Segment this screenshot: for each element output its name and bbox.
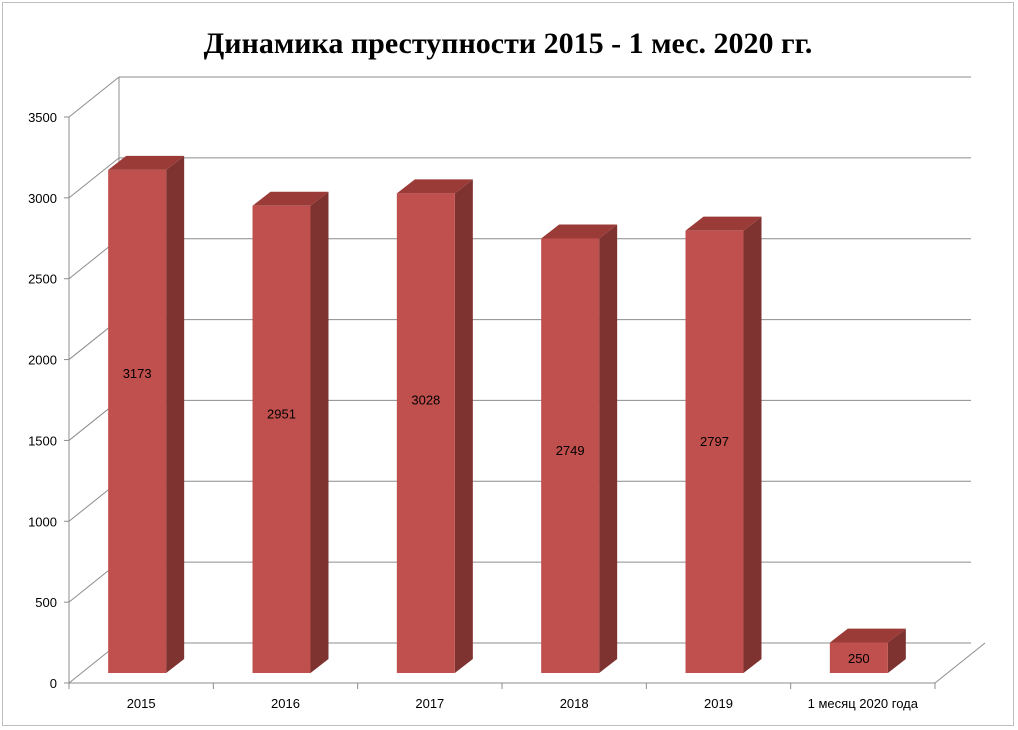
y-tick-label: 3500	[28, 110, 57, 125]
data-label: 2749	[556, 443, 585, 458]
bar: 3173	[108, 155, 185, 674]
bar-front	[685, 230, 744, 673]
chart-title: Динамика преступности 2015 - 1 мес. 2020…	[204, 27, 813, 60]
bar-side	[166, 155, 185, 674]
bar-side	[454, 179, 473, 673]
floor-edge	[934, 642, 986, 684]
bar-top	[685, 216, 762, 231]
x-tick-label: 2017	[415, 696, 444, 711]
data-label: 250	[848, 651, 870, 666]
bar-front	[829, 642, 888, 673]
y-tick-label: 3000	[28, 191, 57, 206]
data-label: 3028	[411, 392, 440, 407]
bar: 3028	[396, 179, 473, 673]
bar: 2749	[541, 224, 618, 673]
x-tick-label: 2019	[704, 696, 733, 711]
bar-top	[541, 224, 618, 239]
ticks-layer: 0 500 1000 1500 2000 2500 3000 3500 2015 2016 2017…	[28, 110, 936, 711]
grid-layer	[68, 76, 986, 684]
y-tick-label: 500	[35, 595, 57, 610]
x-tick-label: 2016	[271, 696, 300, 711]
bar: 2951	[252, 191, 329, 674]
data-label: 2951	[267, 406, 296, 421]
data-label: 2797	[700, 434, 729, 449]
x-tick-label: 1 месяц 2020 года	[808, 696, 919, 711]
chart: Динамика преступности 2015 - 1 мес. 2020…	[28, 27, 986, 711]
bar-front	[396, 193, 455, 673]
bar-side	[743, 216, 762, 673]
bar-side	[887, 628, 906, 673]
y-tick-label: 1500	[28, 433, 57, 448]
bar-top	[396, 179, 473, 194]
bar: 2797	[685, 216, 762, 673]
bar-top	[829, 628, 906, 643]
y-tick-label: 2000	[28, 353, 57, 368]
data-label: 3173	[123, 366, 152, 381]
bar-front	[108, 169, 167, 674]
x-tick-label: 2015	[127, 696, 156, 711]
y-tick-label: 0	[50, 676, 57, 691]
gridline-diagonal	[68, 157, 120, 199]
bar: 250	[829, 628, 906, 673]
bar-side	[599, 224, 618, 673]
bar-top	[108, 155, 185, 170]
bar-front	[541, 238, 600, 673]
bar-front	[252, 205, 311, 674]
gridline-diagonal	[68, 76, 120, 118]
bar-side	[310, 191, 329, 674]
bar-top	[252, 191, 329, 206]
bars-layer: 3173 2951 3028 2749 2797 250	[108, 155, 906, 674]
y-tick-label: 2500	[28, 272, 57, 287]
y-tick-label: 1000	[28, 514, 57, 529]
x-tick-label: 2018	[560, 696, 589, 711]
